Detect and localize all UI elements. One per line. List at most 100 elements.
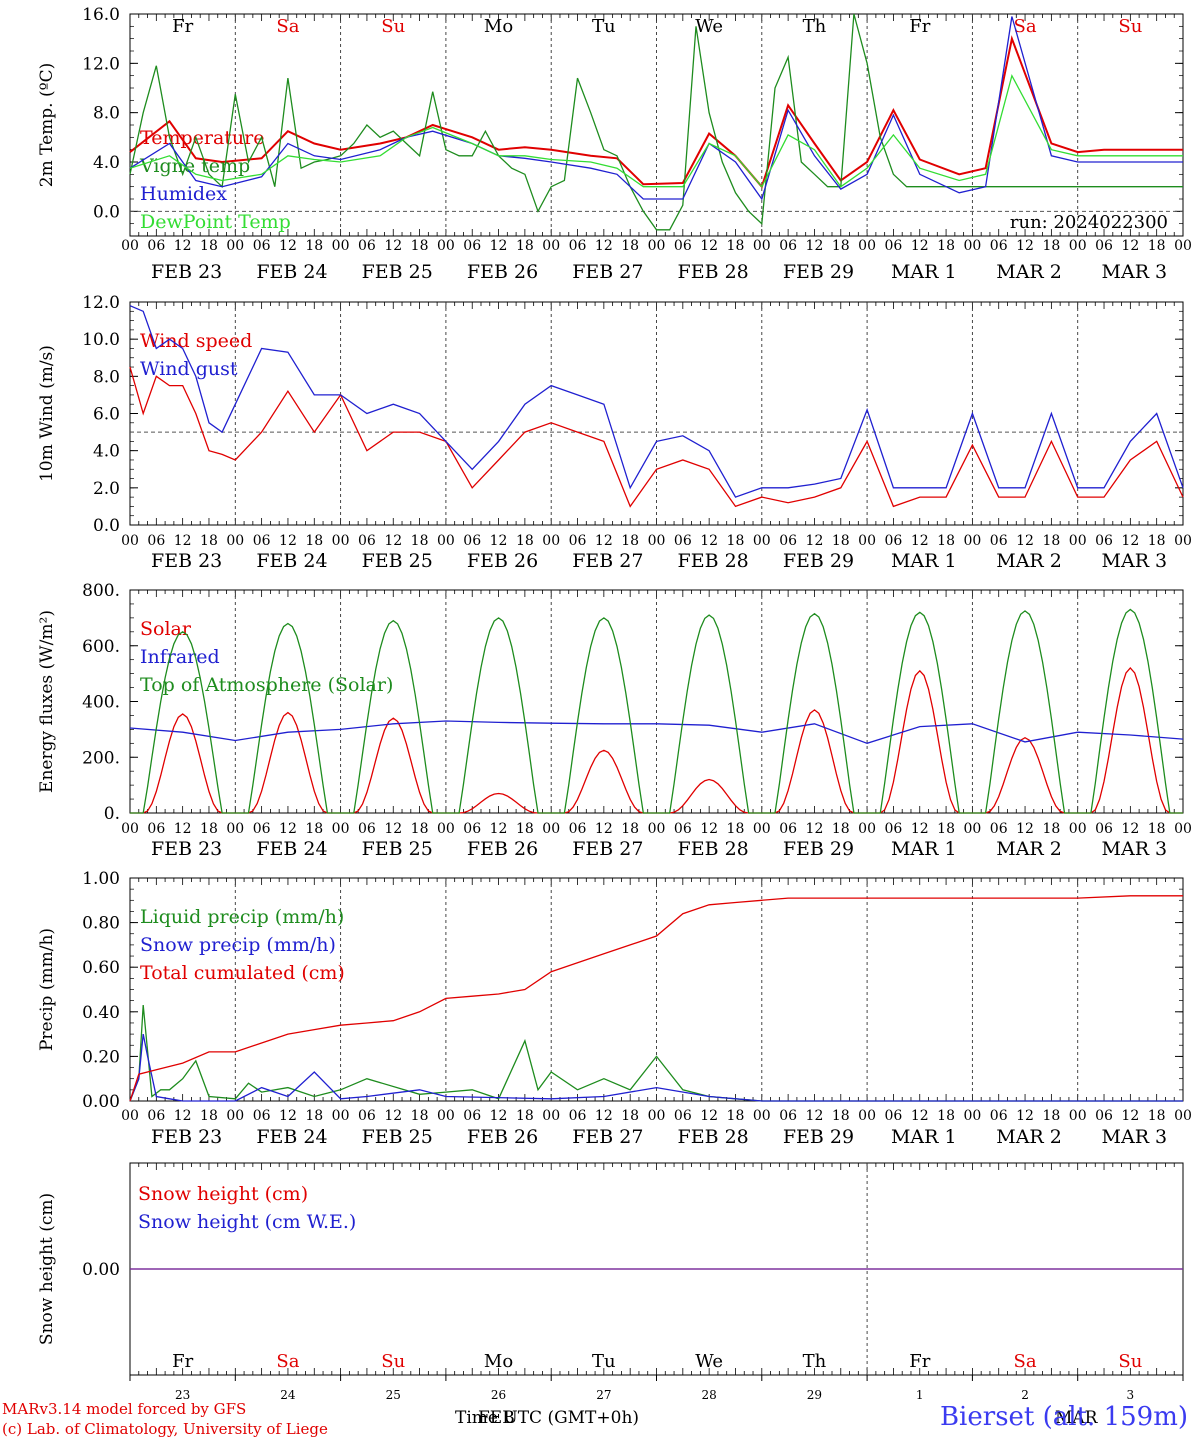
hour-tick-label: 12 — [700, 1108, 718, 1124]
legend-entry: Solar — [140, 618, 192, 640]
date-label: FEB 27 — [572, 838, 643, 860]
hour-tick-label: 12 — [1016, 821, 1034, 837]
y-tick-label: 0.0 — [93, 202, 120, 222]
y-axis-label: Energy fluxes (W/m²) — [37, 610, 57, 793]
date-label: FEB 26 — [467, 550, 538, 572]
hour-tick-label: 18 — [621, 821, 639, 837]
hour-tick-label: 06 — [1095, 821, 1113, 837]
hour-tick-label: 00 — [648, 238, 666, 254]
hour-tick-label: 12 — [806, 533, 824, 549]
hour-tick-label: 00 — [753, 238, 771, 254]
hour-tick-label: 00 — [121, 1108, 139, 1124]
weekday-label: Fr — [909, 1351, 930, 1372]
hour-tick-label: 00 — [542, 533, 560, 549]
hour-tick-label: 06 — [990, 533, 1008, 549]
hour-tick-label: 06 — [779, 238, 797, 254]
hour-tick-label: 18 — [200, 821, 218, 837]
weekday-label: Fr — [172, 1351, 193, 1372]
y-tick-label: 0.40 — [82, 1003, 120, 1023]
hour-tick-label: 00 — [963, 533, 981, 549]
hour-tick-label: 18 — [727, 238, 745, 254]
y-tick-label: 0.20 — [82, 1047, 120, 1067]
hour-tick-label: 00 — [332, 533, 350, 549]
date-label: MAR 1 — [891, 838, 957, 860]
hour-tick-label: 06 — [885, 533, 903, 549]
plot-frame-wind — [129, 301, 1184, 526]
hour-tick-label: 00 — [437, 821, 455, 837]
hour-tick-label: 12 — [911, 821, 929, 837]
hour-tick-label: 00 — [1069, 533, 1087, 549]
hour-tick-label: 06 — [253, 1108, 271, 1124]
hour-tick-label: 12 — [279, 238, 297, 254]
hour-tick-label: 00 — [1174, 1108, 1192, 1124]
date-label: FEB 25 — [362, 1126, 433, 1148]
weekday-label: Sa — [1014, 16, 1037, 37]
date-label: FEB 26 — [467, 838, 538, 860]
hour-tick-label: 18 — [727, 821, 745, 837]
hour-tick-label: 18 — [516, 238, 534, 254]
hour-tick-label: 06 — [253, 238, 271, 254]
hour-tick-label: 00 — [121, 238, 139, 254]
y-tick-label: 12.0 — [82, 54, 120, 74]
hour-tick-label: 12 — [174, 821, 192, 837]
hour-tick-label: 12 — [490, 1108, 508, 1124]
y-tick-label: 8.0 — [93, 104, 120, 124]
y-tick-label: 16.0 — [82, 5, 120, 25]
y-tick-label: 8.0 — [93, 367, 120, 387]
hour-tick-label: 18 — [727, 533, 745, 549]
series-line-precip-2 — [129, 895, 1183, 1102]
hour-tick-label: 18 — [305, 1108, 323, 1124]
hour-tick-label: 06 — [358, 533, 376, 549]
y-tick-label: 400. — [82, 693, 120, 713]
y-tick-label: 0.00 — [82, 1260, 120, 1280]
hour-tick-label: 12 — [806, 1108, 824, 1124]
hour-tick-label: 06 — [358, 238, 376, 254]
legend-entry: Vigne temp — [139, 155, 250, 177]
hour-tick-label: 06 — [674, 533, 692, 549]
date-label: FEB 24 — [256, 550, 327, 572]
legend-entry: Wind gust — [140, 358, 238, 380]
hour-tick-label: 12 — [1016, 533, 1034, 549]
legend-entry: DewPoint Temp — [140, 211, 291, 233]
hour-tick-label: 12 — [1121, 821, 1139, 837]
hour-tick-label: 18 — [200, 1108, 218, 1124]
hour-tick-label: 18 — [621, 533, 639, 549]
hour-tick-label: 18 — [832, 1108, 850, 1124]
hour-tick-label: 06 — [147, 1108, 165, 1124]
hour-tick-label: 06 — [358, 1108, 376, 1124]
hour-tick-label: 06 — [674, 821, 692, 837]
hour-tick-label: 06 — [674, 1108, 692, 1124]
hour-tick-label: 06 — [990, 1108, 1008, 1124]
hour-tick-label: 00 — [332, 1108, 350, 1124]
hour-tick-label: 06 — [885, 1108, 903, 1124]
series-line-energy-1 — [129, 720, 1184, 744]
y-tick-label: 1.00 — [82, 869, 120, 889]
hour-tick-label: 00 — [226, 1108, 244, 1124]
series-line-wind-1 — [129, 305, 1184, 498]
legend-entry: Snow precip (mm/h) — [140, 934, 336, 956]
date-label: MAR 2 — [996, 1126, 1062, 1148]
legend-entry: Total cumulated (cm) — [140, 962, 345, 984]
date-label: FEB 29 — [783, 1126, 854, 1148]
month-label-feb: FEB — [478, 1408, 515, 1428]
hour-tick-label: 18 — [937, 533, 955, 549]
hour-tick-label: 00 — [858, 533, 876, 549]
hour-tick-label: 18 — [200, 533, 218, 549]
hour-tick-label: 12 — [1016, 1108, 1034, 1124]
hour-tick-label: 18 — [200, 238, 218, 254]
hour-tick-label: 12 — [911, 1108, 929, 1124]
hour-tick-label: 18 — [1042, 1108, 1060, 1124]
hour-tick-label: 06 — [147, 238, 165, 254]
hour-tick-label: 06 — [674, 238, 692, 254]
hour-tick-label: 18 — [1042, 821, 1060, 837]
hour-tick-label: 06 — [463, 238, 481, 254]
day-number-label: 24 — [280, 1388, 296, 1402]
hour-tick-label: 12 — [490, 533, 508, 549]
date-label: FEB 27 — [572, 261, 643, 283]
hour-tick-label: 12 — [700, 821, 718, 837]
hour-tick-label: 18 — [832, 821, 850, 837]
date-label: FEB 24 — [256, 1126, 327, 1148]
date-label: FEB 28 — [678, 838, 749, 860]
hour-tick-label: 12 — [384, 1108, 402, 1124]
